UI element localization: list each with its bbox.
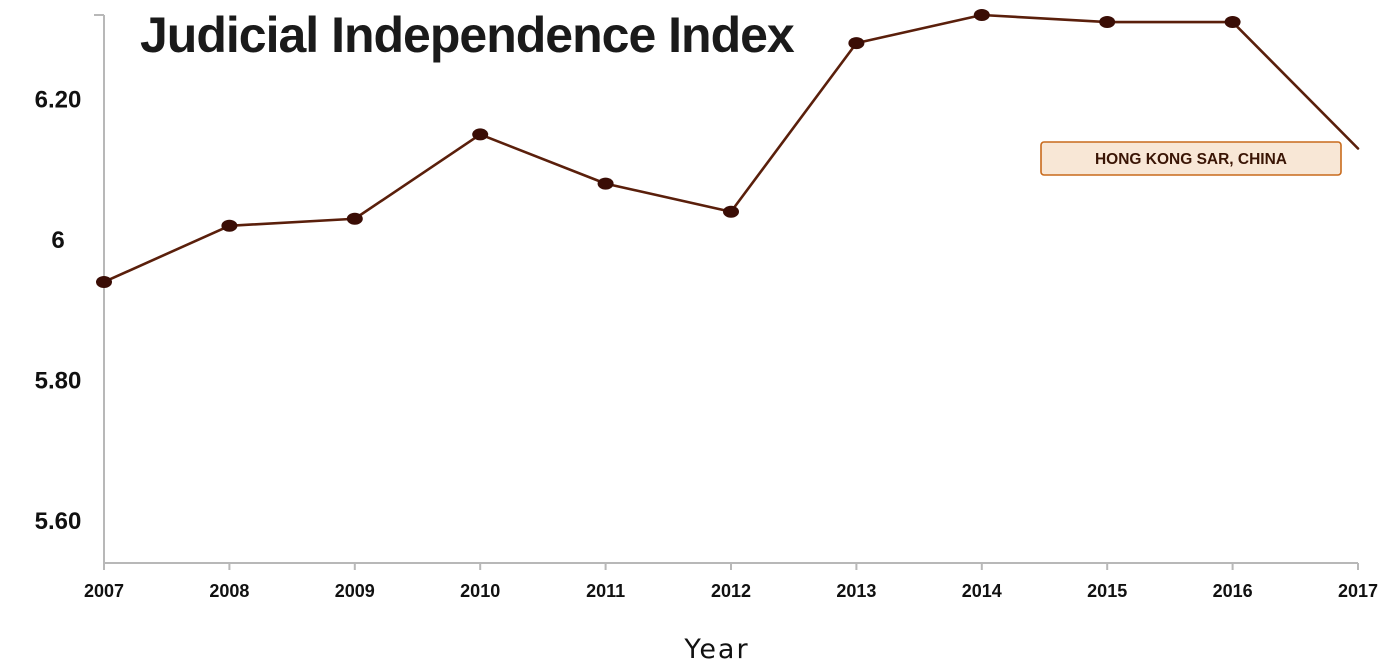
x-tick-label: 2013 bbox=[836, 581, 876, 601]
tick-labels-layer: 2007 2008 2009 2010 2011 2012 2013 2014 2015 2016… bbox=[35, 86, 1378, 601]
y-tick-label: 6 bbox=[51, 227, 64, 254]
data-points-layer bbox=[96, 9, 1241, 288]
annotation-box bbox=[1040, 141, 1342, 176]
data-point bbox=[723, 205, 739, 218]
axes bbox=[94, 14, 1359, 570]
x-tick-label: 2010 bbox=[460, 581, 500, 601]
x-tick-label: 2011 bbox=[586, 581, 625, 601]
x-tick-label: 2008 bbox=[209, 581, 249, 601]
series-annotation: HONG KONG SAR, CHINA bbox=[1040, 141, 1342, 176]
y-tick-label: 6.20 bbox=[35, 86, 82, 113]
x-tick-label: 2014 bbox=[962, 581, 1002, 601]
data-point bbox=[597, 177, 614, 190]
x-tick-label: 2017 bbox=[1338, 581, 1378, 601]
data-point bbox=[1099, 16, 1116, 29]
chart-title: Judicial Independence Index bbox=[140, 7, 795, 63]
data-point bbox=[346, 212, 363, 225]
x-tick-label: 2009 bbox=[335, 581, 375, 601]
x-tick-label: 2016 bbox=[1213, 581, 1253, 601]
data-point bbox=[848, 37, 865, 50]
y-tick-label: 5.60 bbox=[35, 508, 82, 535]
data-point bbox=[221, 219, 238, 232]
x-tick-label: 2007 bbox=[84, 581, 124, 601]
data-point bbox=[1224, 16, 1241, 29]
y-tick-label: 5.80 bbox=[35, 367, 82, 394]
x-tick-label: 2012 bbox=[711, 581, 751, 601]
x-tick-label: 2015 bbox=[1087, 581, 1127, 601]
data-point bbox=[96, 275, 112, 288]
annotation-label: HONG KONG SAR, CHINA bbox=[1095, 151, 1287, 168]
x-axis-title: Year bbox=[683, 634, 749, 662]
data-point bbox=[472, 128, 489, 141]
data-point bbox=[973, 9, 990, 21]
